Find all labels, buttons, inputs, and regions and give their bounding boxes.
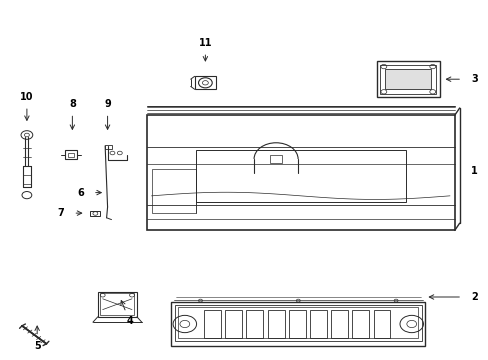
Bar <box>90 211 100 216</box>
Bar <box>68 153 74 157</box>
Bar <box>385 69 430 89</box>
Bar <box>146 115 454 230</box>
Bar <box>175 305 421 341</box>
Text: 10: 10 <box>20 92 34 102</box>
Text: 8: 8 <box>69 99 76 109</box>
Text: 3: 3 <box>470 74 477 84</box>
Bar <box>224 310 242 338</box>
Bar <box>171 302 425 346</box>
Bar <box>376 61 439 97</box>
Text: 1: 1 <box>470 166 477 176</box>
Text: 11: 11 <box>198 38 212 48</box>
Bar <box>203 310 221 338</box>
Text: 2: 2 <box>470 292 477 302</box>
Bar <box>65 150 77 159</box>
Bar <box>309 310 326 338</box>
Bar <box>270 156 282 163</box>
Bar <box>100 293 134 315</box>
Bar <box>151 169 195 213</box>
Bar <box>351 310 368 338</box>
Bar <box>373 310 390 338</box>
Text: 9: 9 <box>104 99 111 109</box>
Bar <box>267 310 284 338</box>
Text: 4: 4 <box>126 316 133 326</box>
Bar <box>98 292 137 317</box>
Text: 6: 6 <box>77 188 84 198</box>
Text: 5: 5 <box>34 341 41 351</box>
Bar <box>288 310 305 338</box>
Bar <box>194 76 216 89</box>
Bar <box>195 150 405 202</box>
Bar <box>178 307 417 338</box>
Bar <box>380 65 435 94</box>
Bar <box>246 310 263 338</box>
Bar <box>105 145 112 149</box>
Bar <box>330 310 347 338</box>
Text: 7: 7 <box>58 208 64 218</box>
